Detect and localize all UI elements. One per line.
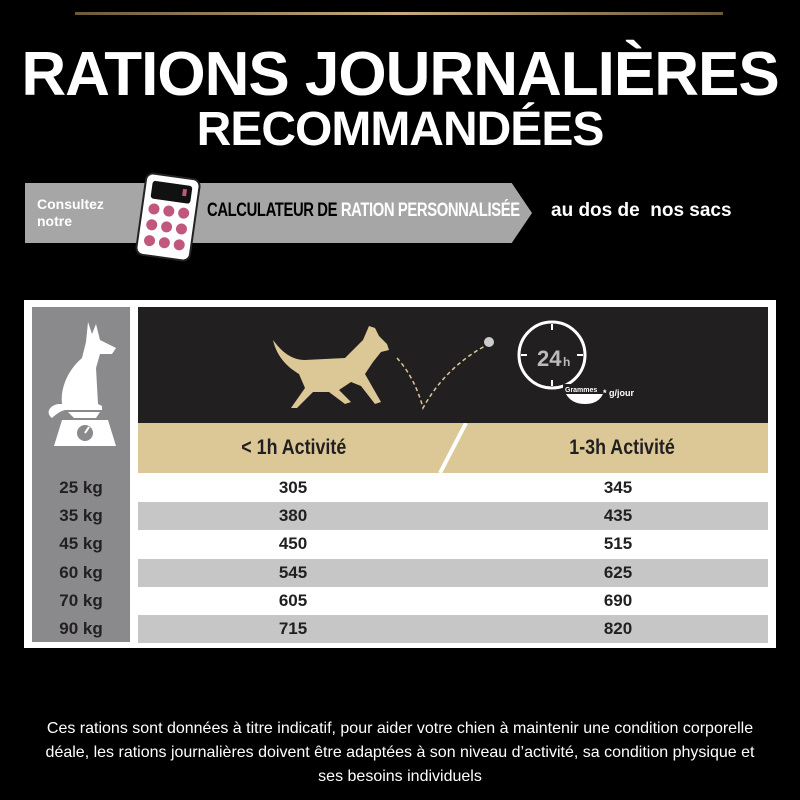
table-row: 305 345 xyxy=(138,474,768,502)
consult-text: Consultez notre xyxy=(37,196,104,230)
ration-high-activity: 435 xyxy=(603,506,633,526)
calc-label-part: RATION PERSONNALISÉE xyxy=(340,200,520,221)
ration-low-activity: 605 xyxy=(278,590,308,610)
ration-low-activity: 450 xyxy=(278,534,308,554)
ration-high-activity: 345 xyxy=(603,478,633,497)
bowl-label: Grammes xyxy=(565,387,597,394)
table-row: 715 820 xyxy=(138,615,768,643)
disclaimer-line: déale, les rations journalières doivent … xyxy=(45,744,755,761)
clock-unit: h xyxy=(563,355,570,369)
calculator-label: CALCULATEUR DE RATION PERSONNALISÉE xyxy=(207,200,520,222)
clock-24h-icon: 24 h Grammes * g/jour xyxy=(517,320,634,404)
table-header-illustration xyxy=(138,307,768,424)
ration-high-activity: 820 xyxy=(603,619,633,638)
bag-back-text: au dos de nos sacs xyxy=(551,200,732,221)
weight-label: 70 kg xyxy=(59,590,103,610)
ration-low-activity: 305 xyxy=(278,478,308,497)
clock-label: 24 xyxy=(537,346,562,371)
calculator-banner xyxy=(25,183,532,243)
weight-label: 25 kg xyxy=(59,478,103,497)
ration-high-activity: 625 xyxy=(603,562,633,582)
ration-high-activity: 515 xyxy=(603,534,633,554)
page-title: RATIONS JOURNALIÈRES xyxy=(21,40,779,109)
table-row: 545 625 xyxy=(138,558,768,587)
calc-label-part: CALCULATEUR DE xyxy=(207,200,341,221)
disclaimer: Ces rations sont données à titre indicat… xyxy=(0,717,800,789)
ration-high-activity: 690 xyxy=(603,590,633,610)
consult-line: notre xyxy=(37,213,72,229)
column-separator xyxy=(438,423,468,473)
page-subtitle: RECOMMANDÉES xyxy=(196,103,605,156)
disclaimer-line: ses besoins individuels xyxy=(318,768,482,785)
ration-low-activity: 715 xyxy=(278,619,308,638)
top-divider xyxy=(75,12,723,15)
dog-on-scale-icon xyxy=(48,322,116,446)
weight-label: 35 kg xyxy=(59,506,103,526)
ration-low-activity: 380 xyxy=(278,506,308,526)
unit-note: * g/jour xyxy=(603,388,634,398)
weight-label: 90 kg xyxy=(59,619,103,638)
column-header-low-activity: < 1h Activité xyxy=(241,436,347,459)
ration-low-activity: 545 xyxy=(278,562,308,582)
consult-line: Consultez xyxy=(37,196,104,212)
disclaimer-line: Ces rations sont données à titre indicat… xyxy=(46,720,754,737)
weight-label: 60 kg xyxy=(59,562,103,582)
table-row: 380 435 xyxy=(138,502,768,531)
column-header-high-activity: 1-3h Activité xyxy=(569,436,675,459)
table-row: 450 515 xyxy=(138,530,768,558)
running-dog-icon xyxy=(273,326,494,410)
weight-label: 45 kg xyxy=(59,534,103,554)
table-row: 605 690 xyxy=(138,587,768,615)
calculator-icon xyxy=(135,172,201,262)
